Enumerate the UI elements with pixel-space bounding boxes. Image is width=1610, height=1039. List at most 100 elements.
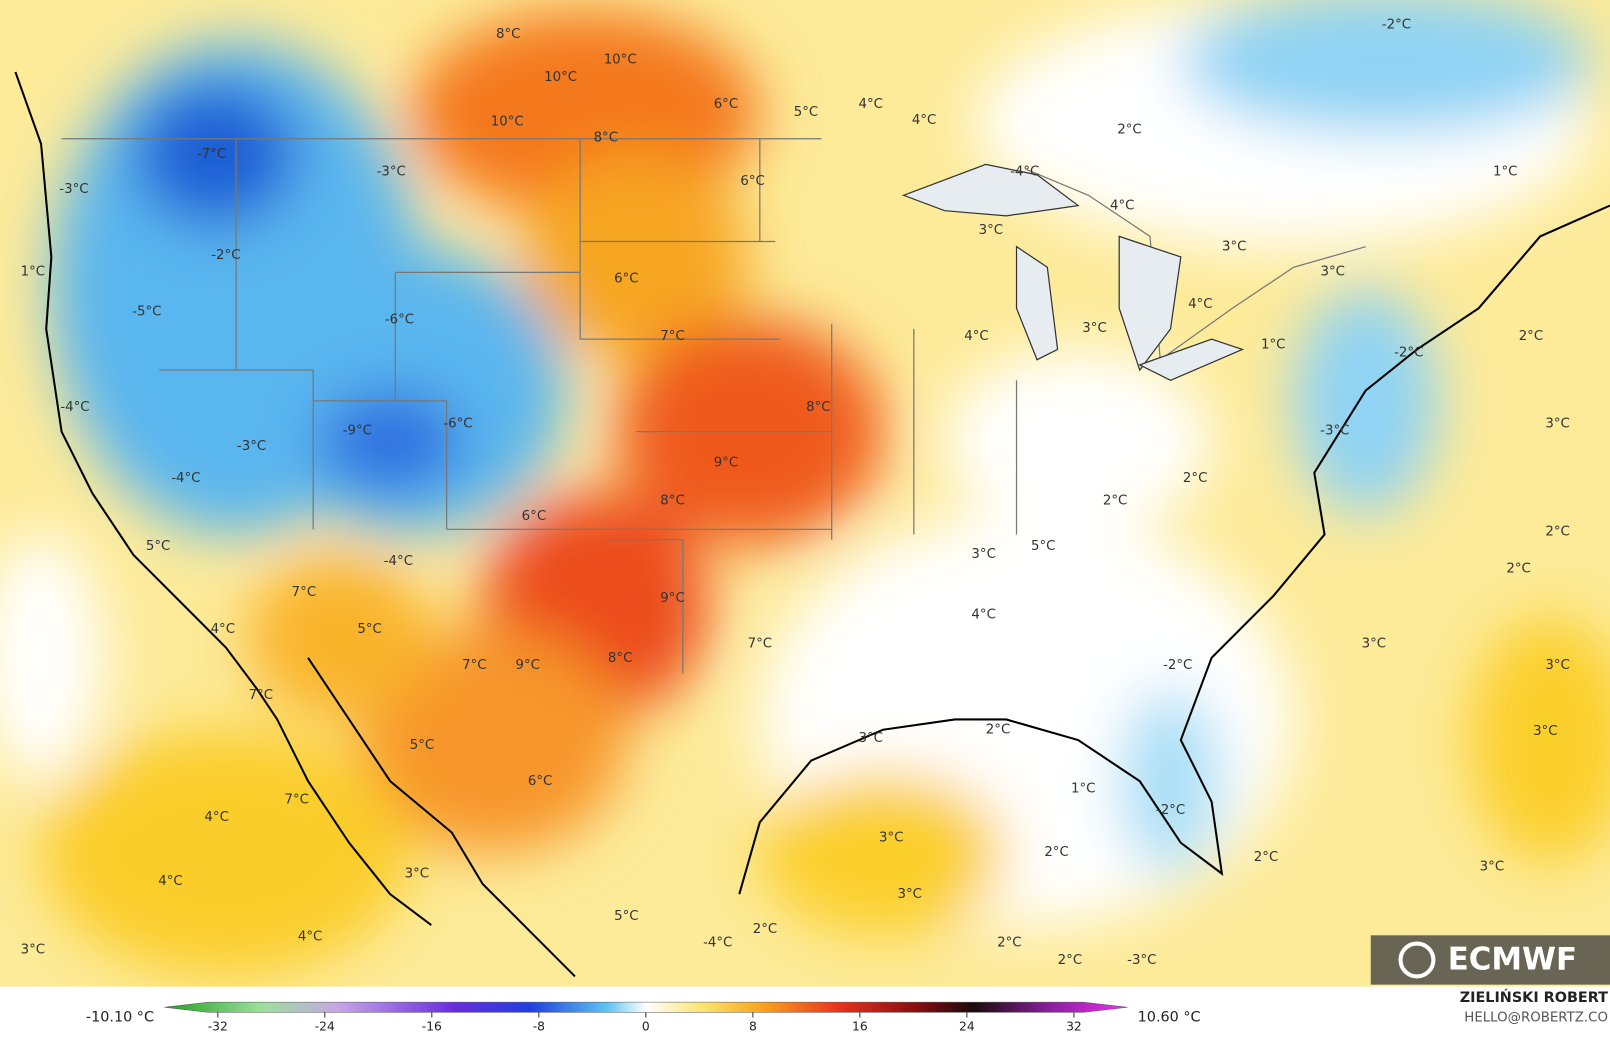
temperature-label: 5°C: [410, 738, 434, 753]
temperature-label: 4°C: [298, 929, 322, 944]
temperature-label: -3°C: [1127, 953, 1156, 968]
temperature-label: -2°C: [1156, 803, 1185, 818]
temperature-labels: 8°C 10°C 10°C 6°C 5°C 4°C 4°C -2°C 10°C 8°C 2°C -7°…: [21, 18, 1570, 968]
temperature-label: 3°C: [21, 943, 45, 958]
temperature-label: -4°C: [171, 471, 200, 486]
temperature-label: 3°C: [1533, 724, 1557, 739]
temperature-label: 3°C: [1545, 658, 1569, 673]
temperature-label: 10°C: [544, 70, 577, 85]
temperature-label: 7°C: [249, 688, 273, 703]
temperature-label: 3°C: [897, 887, 921, 902]
temperature-label: 2°C: [1545, 524, 1569, 539]
temperature-label: 6°C: [528, 774, 552, 789]
temperature-label: 3°C: [405, 867, 429, 882]
temperature-label: 8°C: [496, 27, 520, 42]
temperature-label: -4°C: [1010, 165, 1039, 180]
temperature-label: -2°C: [211, 248, 240, 263]
temperature-label: -3°C: [377, 165, 406, 180]
colorbar-tick-label: 32: [1066, 1019, 1082, 1033]
temperature-label: -3°C: [237, 439, 266, 454]
temperature-label: 7°C: [292, 585, 316, 600]
temperature-label: -4°C: [384, 554, 413, 569]
temperature-label: 3°C: [1321, 264, 1345, 279]
temperature-label: 2°C: [1254, 850, 1278, 865]
temperature-label: 4°C: [204, 810, 228, 825]
temperature-label: -7°C: [197, 147, 226, 162]
temperature-label: 8°C: [806, 400, 830, 415]
temperature-label: 3°C: [1545, 416, 1569, 431]
temperature-label: 9°C: [660, 591, 684, 606]
temperature-label: 4°C: [971, 608, 995, 623]
logo: ECMWF: [1448, 941, 1577, 977]
colorbar-tick-label: -24: [315, 1019, 335, 1033]
temperature-label: 8°C: [608, 651, 632, 666]
temperature-label: 2°C: [1506, 561, 1530, 576]
temperature-label: 6°C: [522, 509, 546, 524]
temperature-label: -5°C: [132, 304, 161, 319]
temperature-label: -3°C: [1320, 424, 1349, 439]
temperature-label: 3°C: [858, 731, 882, 746]
temperature-label: 6°C: [614, 272, 638, 287]
great-lakes: [901, 163, 1245, 381]
temperature-label: 7°C: [285, 793, 309, 808]
temperature-label: 6°C: [714, 97, 738, 112]
colorbar: [164, 1001, 1128, 1013]
coastline: [14, 71, 1610, 978]
colorbar-tick-label: 8: [749, 1019, 757, 1033]
temperature-label: 2°C: [1117, 123, 1141, 138]
colorbar-ticks: -32 -24 -16 -8 0 8 16 24 32: [208, 1012, 1082, 1033]
temperature-label: 2°C: [1058, 953, 1082, 968]
temperature-label: 2°C: [1103, 494, 1127, 509]
temperature-label: -2°C: [1382, 18, 1411, 33]
temperature-label: -4°C: [703, 935, 732, 950]
anomaly-field: [0, 0, 1610, 977]
temperature-label: 8°C: [594, 131, 618, 146]
temperature-label: 5°C: [614, 909, 638, 924]
colorbar-max: 10.60 °C: [1138, 1010, 1201, 1026]
temperature-label: -2°C: [1394, 346, 1423, 361]
temperature-label: -2°C: [1163, 658, 1192, 673]
temperature-label: -4°C: [60, 400, 89, 415]
temperature-label: 1°C: [21, 264, 45, 279]
temperature-label: 2°C: [1044, 845, 1068, 860]
temperature-label: 10°C: [604, 53, 637, 68]
temperature-label: 10°C: [491, 114, 524, 129]
temperature-label: 4°C: [1188, 297, 1212, 312]
colorbar-tick-label: 16: [852, 1019, 868, 1033]
colorbar-tick-label: -32: [208, 1019, 228, 1033]
temperature-label: 4°C: [1110, 199, 1134, 214]
credit-contact: HELLO@ROBERTZ.CO: [1464, 1011, 1608, 1026]
colorbar-tick-label: -16: [422, 1019, 442, 1033]
temperature-label: 9°C: [714, 456, 738, 471]
temperature-label: 1°C: [1493, 165, 1517, 180]
temperature-label: 2°C: [997, 935, 1021, 950]
temperature-label: 3°C: [971, 547, 995, 562]
colorbar-tick-label: 0: [642, 1019, 650, 1033]
temperature-label: 1°C: [1071, 781, 1095, 796]
temperature-label: -6°C: [385, 313, 414, 328]
temperature-label: 5°C: [794, 105, 818, 120]
state-borders: [61, 138, 1366, 674]
temperature-label: 2°C: [753, 922, 777, 937]
temperature-label: -6°C: [443, 416, 472, 431]
credit-author: ZIELIŃSKI ROBERT: [1460, 988, 1608, 1006]
temperature-label: 3°C: [979, 223, 1003, 238]
temperature-label: -3°C: [59, 182, 88, 197]
temperature-label: 7°C: [660, 329, 684, 344]
temperature-label: 2°C: [986, 723, 1010, 738]
temperature-label: 2°C: [1183, 471, 1207, 486]
temperature-label: 3°C: [1082, 321, 1106, 336]
temperature-label: 3°C: [1222, 240, 1246, 255]
temperature-label: -9°C: [343, 424, 372, 439]
colorbar-min: -10.10 °C: [86, 1010, 154, 1026]
temperature-label: 4°C: [211, 622, 235, 637]
temperature-label: 9°C: [516, 658, 540, 673]
temperature-label: 3°C: [1480, 859, 1504, 874]
temperature-label: 8°C: [660, 494, 684, 509]
temperature-label: 7°C: [748, 636, 772, 651]
temperature-label: 4°C: [912, 113, 936, 128]
colorbar-tick-label: -8: [533, 1019, 545, 1033]
temperature-label: 3°C: [1362, 636, 1386, 651]
